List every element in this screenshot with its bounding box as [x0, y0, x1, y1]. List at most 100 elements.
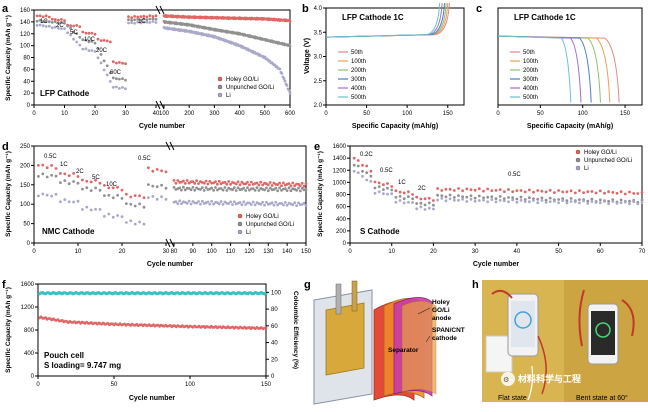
data-point [125, 202, 128, 205]
y-tick-label: 4.0 [314, 6, 323, 12]
data-point [419, 201, 423, 205]
data-point [394, 200, 398, 204]
data-point [444, 199, 448, 203]
data-point [57, 26, 60, 30]
data-point [386, 182, 389, 185]
data-point [257, 183, 261, 187]
data-point [94, 186, 97, 190]
data-point [108, 71, 112, 75]
data-point [448, 197, 452, 201]
data-point [85, 205, 89, 209]
data-point [432, 199, 435, 202]
rate-label: 1C [60, 162, 68, 168]
data-point [573, 191, 577, 195]
data-point [263, 188, 266, 192]
data-point [133, 204, 137, 208]
x-tick-label: 500 [260, 111, 271, 117]
data-point [231, 203, 234, 206]
x-tick-label: 400 [235, 111, 246, 117]
rate-label: 60C [110, 70, 122, 76]
panel-label: NMC Cathode [42, 227, 95, 236]
data-point [569, 200, 573, 203]
y2-tick-label: 0 [271, 374, 275, 380]
data-point [202, 181, 206, 185]
data-point [96, 56, 100, 60]
data-point [102, 68, 106, 72]
y-tick-label: 80 [23, 56, 30, 62]
data-point [356, 159, 360, 162]
data-point [507, 188, 510, 191]
data-point [195, 201, 199, 205]
data-point [536, 197, 540, 201]
data-point [72, 24, 75, 28]
y-tick-label: 800 [336, 193, 347, 199]
data-point [47, 24, 51, 28]
data-point [151, 20, 155, 23]
data-point [63, 172, 67, 176]
data-point [352, 169, 356, 173]
data-point [498, 199, 502, 202]
voltage-curve [497, 35, 592, 103]
data-point [452, 198, 456, 202]
data-point [565, 201, 569, 205]
data-point [116, 185, 119, 189]
data-point [136, 15, 140, 19]
data-point [278, 181, 281, 185]
data-point [142, 14, 146, 18]
data-point [293, 201, 297, 205]
y2-tick-label: 100 [271, 290, 282, 296]
y-tick-label: 3.0 [314, 55, 323, 61]
data-point [130, 21, 133, 25]
data-point [280, 184, 283, 188]
data-point [197, 200, 200, 203]
data-point [164, 186, 168, 190]
data-point [72, 200, 75, 204]
data-point [390, 192, 394, 196]
y-tick-label: 200 [20, 163, 31, 169]
svg-text:Holey GO/Li: Holey GO/Li [246, 214, 279, 220]
data-point [457, 198, 460, 202]
data-point [407, 200, 410, 204]
data-point [270, 184, 274, 187]
data-point [238, 201, 242, 204]
svg-text:Li: Li [246, 230, 251, 236]
rate-label: 10C [106, 182, 118, 188]
data-point [118, 87, 121, 90]
data-point [63, 21, 66, 25]
data-point [72, 172, 75, 175]
data-point [138, 220, 141, 224]
data-point [297, 186, 300, 190]
data-point [390, 188, 394, 192]
data-point [259, 180, 263, 184]
data-point [41, 15, 45, 19]
data-point [108, 80, 112, 83]
x-tick-label: 80 [171, 249, 178, 255]
x-tick-label: 50 [537, 111, 544, 117]
legend-entry: 300th [351, 77, 366, 83]
data-point [394, 195, 398, 199]
data-point [155, 168, 159, 171]
data-point [461, 195, 464, 199]
data-point [615, 201, 619, 205]
data-point [212, 202, 216, 206]
data-point [59, 181, 62, 184]
data-point [440, 197, 444, 200]
data-point [427, 201, 431, 205]
flat-state-label: Flat state [498, 395, 527, 402]
rate-label: 2C [76, 169, 84, 175]
data-point [457, 194, 460, 197]
panel-d: d 0.5C 1C 2C 5C 10C 0.5C NMC Cathode Hol… [2, 141, 312, 268]
data-point [155, 197, 159, 201]
data-point [423, 203, 427, 207]
y2-axis-label: Coloumbic Efficiency (%) [292, 291, 299, 369]
x-tick-label: 300 [209, 111, 220, 117]
data-point [102, 39, 106, 42]
legend-entry: 200th [523, 68, 538, 74]
y-tick-label: 1600 [333, 144, 347, 150]
y-tick-label: 2.5 [314, 79, 323, 85]
data-point [227, 180, 231, 183]
data-point [139, 18, 143, 22]
x-tick-label: 150 [443, 111, 454, 117]
data-point [50, 194, 53, 198]
data-point [89, 208, 93, 212]
